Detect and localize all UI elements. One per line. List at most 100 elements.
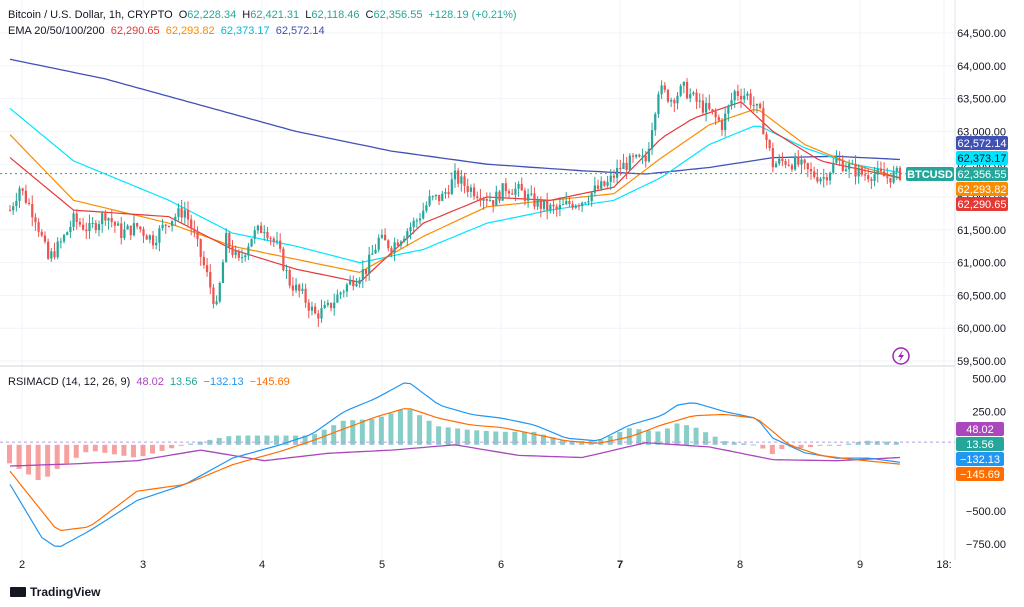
candle-body (568, 201, 571, 205)
histogram-bar (808, 444, 813, 448)
ema200-path (9, 58, 901, 175)
histogram-bar (874, 441, 880, 445)
candle-body (813, 171, 816, 178)
candle-body (72, 213, 75, 227)
candle-body (854, 163, 857, 177)
candle-body (314, 306, 317, 314)
tradingview-logo[interactable]: TradingView (10, 585, 100, 599)
histogram-bar (216, 438, 222, 445)
candle-body (781, 158, 784, 162)
candle-body (511, 193, 514, 195)
ema50-path (9, 108, 901, 274)
candle-body (88, 223, 91, 232)
candle-body (835, 158, 838, 163)
indicator-tag-text: −145.69 (960, 469, 1000, 481)
candle-body (145, 235, 148, 240)
high-label: H (242, 9, 251, 21)
candle-body (476, 196, 479, 198)
candle-body (676, 95, 679, 104)
histogram-bar (369, 419, 375, 445)
candle-body (778, 158, 781, 164)
candle-body (663, 85, 666, 90)
indicator-tag-bg (956, 452, 1004, 466)
candle-body (498, 191, 501, 201)
price-tick: 61,500.00 (957, 225, 1006, 237)
histogram-bar (531, 431, 537, 445)
price-tag-bg (956, 167, 1008, 181)
rsi-line (0, 441, 955, 467)
price-tick: 64,000.00 (957, 61, 1006, 73)
histogram-bar (569, 441, 575, 445)
candle-body (399, 241, 403, 246)
candle-body (485, 198, 488, 201)
candle-body (275, 240, 279, 242)
candle-body (304, 288, 307, 303)
histogram-bar (445, 427, 451, 445)
candle-body (132, 223, 136, 236)
candle-body (666, 89, 670, 102)
candle-body (628, 155, 631, 171)
histogram-bar (541, 434, 546, 445)
candle-body (882, 171, 886, 177)
candle-body (361, 269, 364, 281)
candle-body (97, 224, 101, 231)
candle-body (139, 226, 142, 230)
candle-body (844, 169, 848, 172)
time-tick: 6 (498, 559, 504, 571)
candle-body (727, 105, 730, 114)
price-tick: 61,000.00 (957, 258, 1006, 270)
histogram-bar (92, 444, 98, 452)
candle-body (520, 183, 523, 191)
candle-body (657, 94, 660, 114)
low-value: 62,118.46 (311, 9, 360, 21)
candle-body (857, 167, 860, 177)
histogram-bar (693, 427, 699, 445)
candle-body (593, 185, 596, 193)
candle-body (720, 120, 724, 131)
candle-body (685, 81, 689, 99)
candle-body (886, 176, 889, 178)
candle-body (546, 200, 549, 211)
histogram-bar (407, 409, 413, 445)
candle-body (501, 183, 504, 201)
histogram-bar (16, 444, 22, 469)
time-tick: 8 (737, 559, 743, 571)
tradingview-icon (10, 587, 26, 597)
histogram-bar (769, 444, 775, 455)
candle-body (151, 235, 155, 246)
histogram-bar (703, 432, 709, 445)
rsi-path (9, 442, 901, 467)
histogram-bar (417, 415, 423, 445)
candle-body (240, 257, 244, 259)
candle-body (803, 159, 806, 164)
candle-body (298, 284, 301, 291)
candle-body (269, 238, 272, 240)
candle-body (396, 242, 399, 246)
candle-body (447, 192, 450, 195)
candle-body (752, 104, 755, 106)
candle-body (863, 174, 867, 176)
histogram-bar (197, 441, 203, 445)
candle-body (237, 250, 240, 258)
candle-body (472, 187, 476, 197)
histogram-bar (302, 435, 308, 445)
candle-body (571, 204, 574, 208)
histogram-bar (73, 444, 79, 458)
candle-body (625, 162, 628, 171)
histogram-bar (493, 431, 499, 445)
histogram-bar (760, 444, 766, 449)
hist-value: 13.56 (169, 376, 198, 388)
open-label: O (178, 9, 188, 21)
candle-body (463, 176, 466, 186)
candle-body (714, 111, 717, 118)
time-tick: 3 (140, 559, 146, 571)
histogram-bar (750, 444, 756, 446)
candle-body (784, 161, 787, 165)
lightning-icon[interactable] (892, 347, 910, 365)
ema100-value: 62,373.17 (220, 25, 270, 37)
candle-body (577, 205, 581, 207)
candle-body (806, 163, 809, 170)
candle-body (256, 225, 260, 231)
histogram-bar (426, 420, 432, 445)
